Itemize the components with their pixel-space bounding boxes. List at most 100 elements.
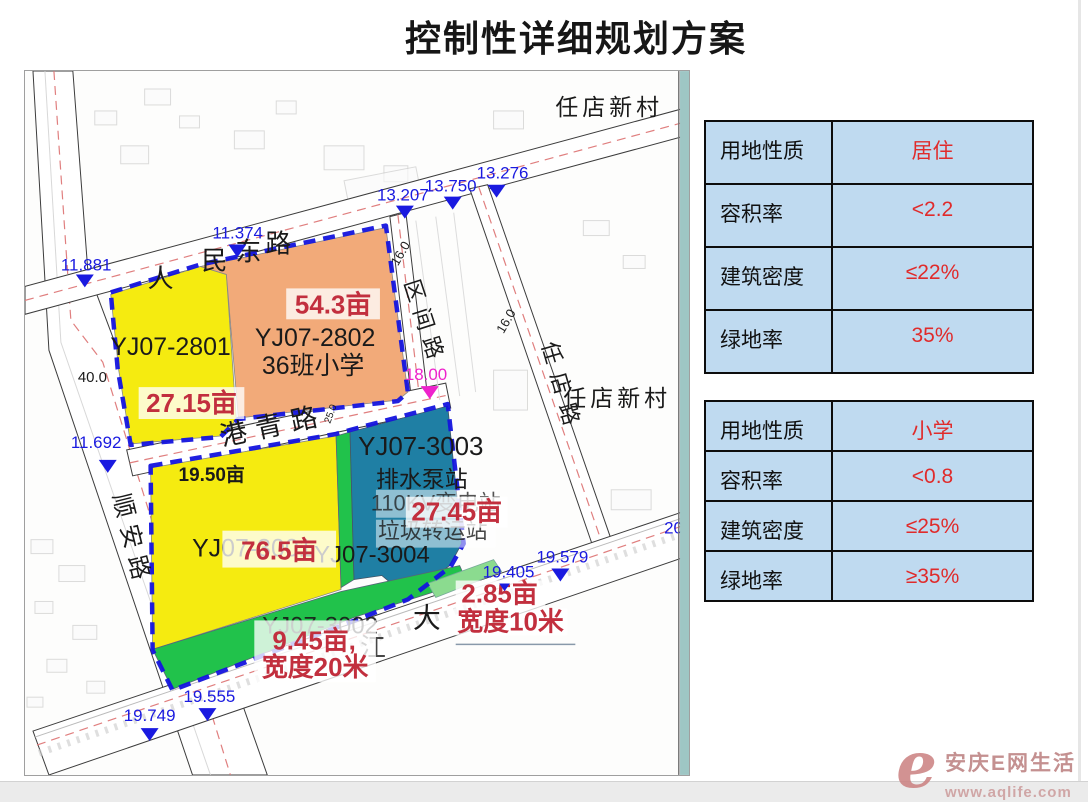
table-row: 容积率 <2.2 (704, 183, 1034, 248)
area-label-2801: 27.15亩 (146, 388, 237, 418)
page-edge-line (1078, 0, 1081, 802)
elevation-marker: 11.374 (212, 224, 263, 243)
label-bg (254, 620, 376, 683)
watermark-logo-icon: e (896, 728, 937, 803)
page-title: 控制性详细规划方案 (404, 18, 747, 59)
elevation-triangle-icon (140, 728, 159, 742)
road-centerline (129, 394, 448, 464)
spec-label: 建筑密度 (704, 246, 833, 311)
table-row: 用地性质 居住 (704, 120, 1034, 185)
spec-value: 居住 (831, 120, 1034, 185)
area-label-3002-line2: 宽度20米 (262, 652, 369, 682)
spec-label: 建筑密度 (704, 500, 833, 552)
elevation-marker: 11.692 (71, 433, 122, 452)
elevation-triangle-icon (420, 386, 439, 400)
residential-spec-table: 用地性质 居住 容积率 <2.2 建筑密度 ≤22% 绿地率 35% (704, 120, 1034, 374)
area-label-green10-line1: 2.85亩 (461, 578, 537, 608)
elevation-marker: 19.579 (536, 548, 588, 567)
table-row: 用地性质 小学 (704, 400, 1034, 452)
area-label-3002-line1: 9.45亩, (272, 625, 356, 655)
elevation-marker-magenta: 18.00 (405, 365, 447, 384)
road-centerline (478, 186, 603, 544)
village-label: 任店新村 (555, 94, 663, 120)
width-label-40: 40.0 (78, 369, 107, 386)
elevation-triangle-icon (228, 244, 247, 258)
parcel-label-2802: YJ07-2802 (255, 324, 375, 352)
road-renmin (25, 106, 689, 315)
elevation-triangle-icon (551, 568, 570, 582)
elevation-marker: 19.405 (483, 563, 535, 582)
elevation-triangle-icon (395, 205, 414, 219)
area-label-2802: 54.3亩 (295, 289, 371, 319)
spec-value: <0.8 (831, 450, 1034, 502)
label-bg (405, 496, 508, 528)
spec-value: ≤25% (831, 500, 1034, 552)
building-sketches (26, 88, 652, 708)
spec-value: <2.2 (831, 183, 1034, 248)
elevation-markers: 11.881 11.374 13.207 13.750 13.276 11.69… (61, 164, 683, 742)
elevation-triangle-icon (443, 196, 462, 210)
map-edge-strip (680, 71, 689, 775)
spec-value: 小学 (831, 400, 1034, 452)
village-label: 任店新村 (563, 385, 671, 411)
parcel-label-2802-school: 36班小学 (262, 352, 364, 380)
elevation-marker: 13.276 (477, 164, 529, 183)
spec-value: ≥35% (831, 550, 1034, 602)
bottom-bar (0, 781, 1088, 802)
table-row: 绿地率 35% (704, 309, 1034, 374)
parcel-line (453, 212, 477, 393)
road-label-renmin-char: 民 (201, 247, 227, 275)
label-bg (453, 608, 568, 636)
zone-greenbelt-10m (427, 559, 503, 598)
area-labels: 54.3亩 27.15亩 76.5亩 27.45亩 9.45亩, 宽度20米 2… (138, 288, 576, 683)
spec-label: 容积率 (704, 450, 833, 502)
parcel-line (435, 216, 461, 397)
spec-label: 用地性质 (704, 120, 833, 185)
elevation-marker: 19.555 (184, 687, 236, 706)
parcel-label-2801: YJ07-2801 (110, 333, 230, 361)
elevation-triangle-icon (198, 708, 217, 722)
elevation-triangle-icon (98, 459, 117, 473)
table-row: 容积率 <0.8 (704, 450, 1034, 502)
spec-value: ≤22% (831, 246, 1034, 311)
area-label-3001: 76.5亩 (241, 536, 317, 566)
road-label-renmin-char: 人 (148, 265, 174, 293)
spec-label: 绿地率 (704, 550, 833, 602)
watermark-site-name: 安庆E网生活 (944, 752, 1076, 775)
road-centerline (397, 214, 421, 401)
table-row: 建筑密度 ≤25% (704, 500, 1034, 552)
spec-label: 绿地率 (704, 309, 833, 374)
road-label-renmin-char: 路 (265, 230, 291, 259)
area-label-3003: 27.45亩 (411, 497, 502, 527)
parcel-label-pump-station: 排水泵站 (376, 466, 468, 492)
label-bg (222, 530, 337, 568)
elevation-triangle-icon (499, 583, 510, 592)
parcel-label-3003: YJ07-3003 (358, 433, 483, 461)
school-spec-table: 用地性质 小学 容积率 <0.8 建筑密度 ≤25% 绿地率 ≥35% (704, 400, 1034, 602)
elevation-marker: 11.881 (61, 255, 112, 274)
parcel-line (415, 220, 441, 401)
elevation-triangle-icon (487, 184, 506, 198)
area-label-blue-1950: 19.50亩 (179, 463, 245, 486)
road-centerline (25, 120, 689, 301)
table-row: 建筑密度 ≤22% (704, 246, 1034, 311)
table-row: 绿地率 ≥35% (704, 550, 1034, 602)
spec-label: 用地性质 (704, 400, 833, 452)
road-centerline (53, 71, 231, 775)
watermark: e 安庆E网生活 www.aqlife.com (896, 728, 1076, 803)
label-bg (286, 288, 380, 320)
elevation-marker: 13.207 (377, 186, 429, 205)
elevation-marker: 19.749 (124, 706, 176, 725)
planning-map-canvas: 人 民 东 路 区间路 任店路 港青路 顺安路 大 江 任店新村 任店新村 YJ… (25, 71, 689, 775)
road-label-da: 大 (413, 602, 441, 633)
elevation-marker: 13.750 (425, 177, 477, 196)
planning-map: 人 民 东 路 区间路 任店路 港青路 顺安路 大 江 任店新村 任店新村 YJ… (24, 70, 690, 776)
map-edge-line (678, 71, 680, 775)
spec-value: 35% (831, 309, 1034, 374)
area-label-green10-line2: 宽度10米 (457, 606, 564, 636)
watermark-url: www.aqlife.com (944, 784, 1072, 801)
label-bg (138, 387, 245, 420)
planning-boundary-north (108, 223, 411, 448)
elevation-triangle-icon (75, 274, 94, 288)
spec-label: 容积率 (704, 183, 833, 248)
